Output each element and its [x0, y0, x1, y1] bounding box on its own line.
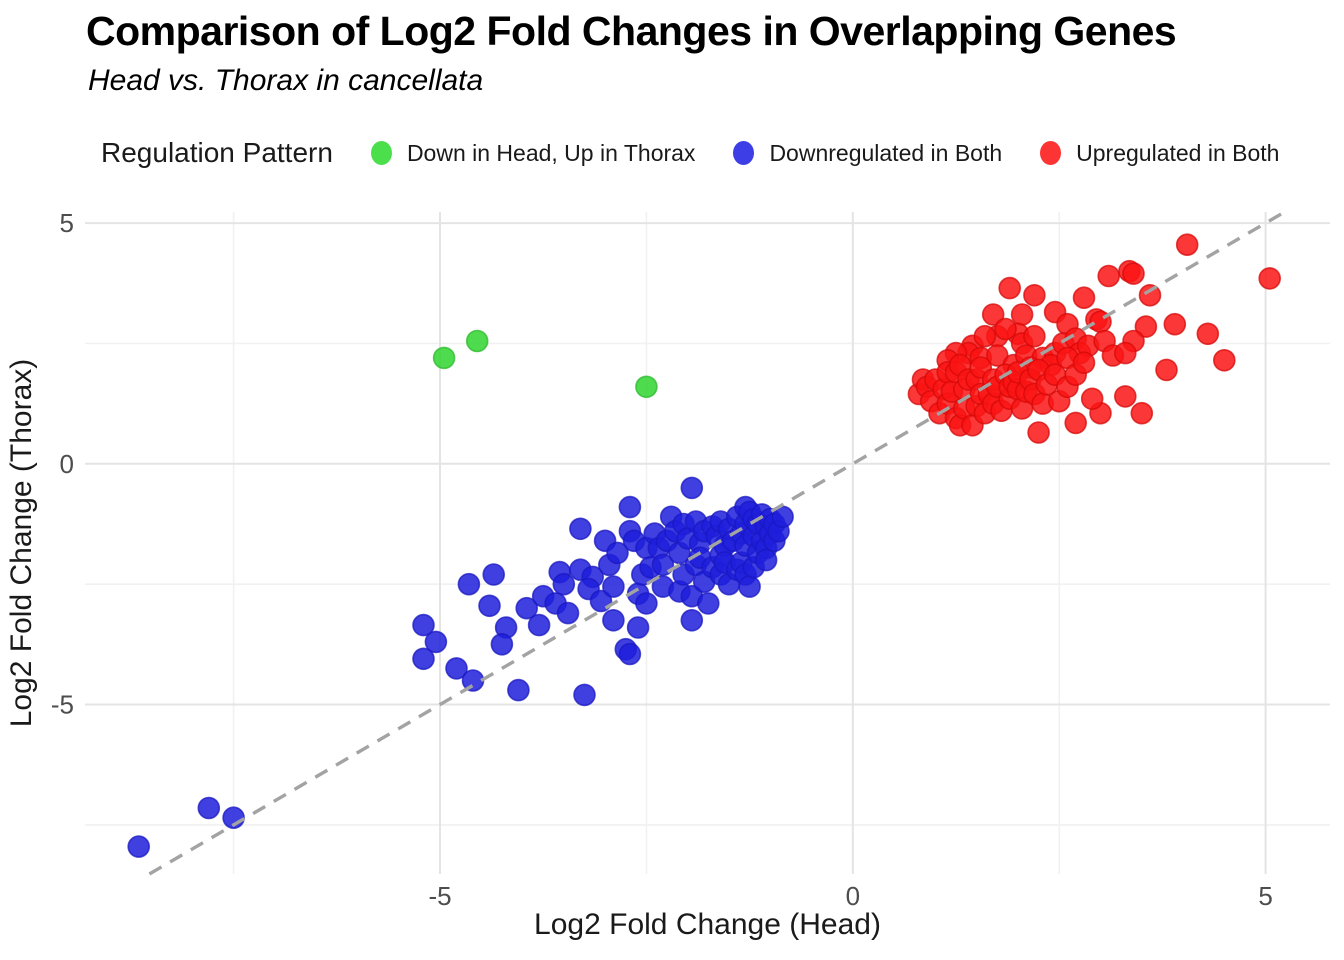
data-point [482, 563, 506, 586]
green-dot-icon [370, 141, 392, 165]
series-downregulated-in-both [127, 476, 794, 858]
data-point [1072, 286, 1096, 310]
data-point [1134, 315, 1158, 338]
legend-item-down-head-up-thorax: Down in Head, Up in Thorax [370, 139, 696, 167]
data-point [515, 596, 539, 620]
data-point [1258, 267, 1281, 290]
identity-line [148, 210, 1286, 876]
data-point [626, 616, 650, 639]
data-point [1023, 283, 1046, 307]
data-point [1097, 264, 1120, 288]
major-gridlines [85, 212, 1330, 874]
series-upregulated-in-both [907, 233, 1281, 444]
data-point [556, 601, 580, 625]
data-point [127, 835, 150, 858]
data-point [412, 647, 435, 671]
data-point [1114, 385, 1137, 408]
data-point [994, 317, 1017, 341]
data-point [618, 642, 642, 666]
data-point [998, 276, 1022, 300]
data-points [127, 233, 1281, 858]
series-down-in-head-up-in-thorax [432, 329, 658, 399]
data-point [457, 572, 481, 596]
data-point [696, 592, 720, 615]
legend-item-downregulated-both: Downregulated in Both [733, 140, 1002, 167]
data-point [1010, 303, 1034, 326]
data-point [424, 630, 448, 654]
data-point [985, 344, 1009, 367]
data-point [527, 613, 551, 637]
legend-label: Down in Head, Up in Thorax [406, 139, 696, 166]
data-point [680, 608, 704, 632]
data-point [412, 613, 435, 637]
x-tick-label: 0 [846, 881, 860, 911]
chart-subtitle: Head vs. Thorax in cancellata [88, 64, 484, 97]
legend-title: Regulation Pattern [101, 137, 333, 168]
chart-title: Comparison of Log2 Fold Changes in Overl… [86, 8, 1177, 54]
red-dot-icon [1040, 141, 1062, 165]
data-point [1080, 387, 1104, 411]
data-point [1023, 324, 1046, 348]
x-tick-labels: -5 0 5 [428, 881, 1272, 911]
data-point [569, 517, 592, 541]
data-point [602, 575, 625, 598]
data-point [1175, 233, 1199, 256]
data-point [981, 303, 1005, 326]
legend-item-upregulated-both: Upregulated in Both [1040, 140, 1279, 167]
y-tick-label: 5 [60, 208, 74, 238]
data-point [465, 329, 489, 353]
data-point [1064, 411, 1087, 435]
data-point [606, 541, 629, 565]
legend: Regulation Pattern Down in Head, Up in T… [101, 131, 1279, 175]
identity-reference-line [148, 210, 1286, 876]
data-point [635, 592, 658, 615]
data-point [478, 594, 501, 618]
data-point [1196, 322, 1220, 346]
data-point [197, 796, 221, 820]
x-axis-title: Log2 Fold Change (Head) [534, 908, 881, 941]
data-point [1122, 262, 1145, 285]
data-point [432, 346, 456, 370]
data-point [635, 375, 658, 399]
data-point [1130, 401, 1154, 425]
data-point [1138, 283, 1162, 307]
x-tick-label: -5 [428, 881, 451, 911]
data-point [1114, 341, 1137, 365]
data-point [445, 657, 468, 680]
data-point [602, 608, 625, 632]
data-point [1072, 351, 1096, 375]
data-point [507, 678, 530, 702]
data-point [490, 632, 514, 656]
legend-label: Upregulated in Both [1076, 139, 1280, 166]
data-point [1213, 348, 1236, 372]
legend-label: Downregulated in Both [769, 139, 1003, 166]
data-point [973, 324, 997, 348]
blue-dot-icon [733, 141, 755, 165]
y-tick-label: -5 [51, 690, 74, 720]
data-point [573, 683, 596, 707]
data-point [552, 572, 576, 596]
data-point [1027, 421, 1050, 444]
data-point [1163, 312, 1187, 336]
y-axis-title: Log2 Fold Change (Thorax) [5, 358, 38, 728]
data-point [738, 575, 761, 598]
data-point [618, 495, 642, 519]
y-tick-label: 0 [60, 449, 74, 479]
y-tick-labels: 5 0 -5 [51, 208, 74, 719]
x-tick-label: 5 [1258, 881, 1272, 911]
data-point [754, 548, 778, 572]
data-point [680, 476, 704, 500]
data-point [1155, 358, 1178, 382]
